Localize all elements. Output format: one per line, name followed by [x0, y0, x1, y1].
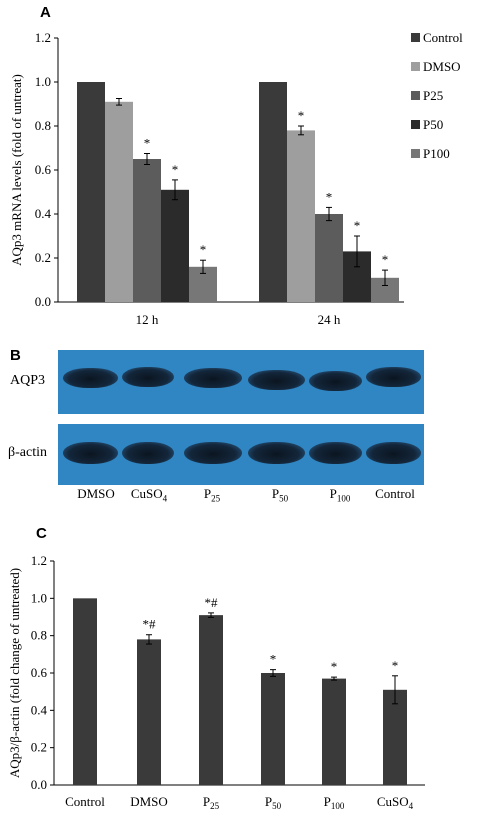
significance-mark: * — [144, 136, 151, 151]
y-tick-label: 0.6 — [31, 665, 48, 680]
blot-band — [184, 368, 242, 388]
significance-mark: * — [382, 252, 389, 267]
legend-swatch-p100 — [411, 149, 420, 158]
blot-row-label-actin: β-actin — [8, 445, 47, 460]
bar-4 — [322, 678, 346, 785]
blot-band — [309, 442, 362, 464]
y-axis-label: AQp3 mRNA levels (fold of untreat) — [9, 74, 24, 266]
significance-mark: *# — [143, 617, 157, 632]
lane-label-sub: 100 — [336, 493, 351, 504]
y-tick-label: 1.0 — [31, 590, 47, 605]
y-tick-label: 0.2 — [31, 740, 47, 755]
bar-1 — [137, 639, 161, 785]
x-category-label: P50 — [265, 794, 282, 811]
blot-lane-label: DMSO — [61, 486, 131, 502]
chart-a: 0.0 0.2 0.4 0.6 0.8 1.0 1.2 AQp3 mRNA levels (f… — [9, 30, 463, 327]
lane-label-sub: 4 — [162, 493, 168, 504]
lane-label-main: CuSO — [130, 486, 163, 501]
lane-label-sub: 25 — [211, 493, 221, 504]
significance-mark: * — [326, 189, 333, 204]
western-blot: AQP3 β-actin DMSO CuSO4 P25 P50 P100 Control — [0, 345, 478, 505]
x-category-label: P25 — [203, 794, 220, 811]
blot-band — [309, 371, 362, 391]
y-tick-label: 0.6 — [35, 162, 52, 177]
lane-label-main: P — [203, 486, 212, 501]
blot-row-label-aqp3: AQP3 — [10, 373, 46, 388]
blot-band — [122, 367, 174, 387]
significance-mark: * — [172, 162, 179, 177]
lane-label-main: P — [329, 486, 337, 501]
lane-label-main: Control — [375, 486, 415, 501]
significance-mark: * — [298, 108, 305, 123]
bar-0 — [73, 598, 97, 785]
blot-lane-label: P100 — [305, 486, 375, 504]
legend-label-dmso: DMSO — [423, 59, 461, 74]
blot-lane-label: CuSO4 — [114, 486, 184, 504]
blot-lane-label: P25 — [177, 486, 247, 504]
blot-band — [366, 367, 421, 387]
panel-c-letter: C — [36, 525, 47, 542]
bar-dmso-0 — [105, 101, 133, 302]
chart-c: 0.0 0.2 0.4 0.6 0.8 1.0 1.2 AQp3/β-actin (fold … — [7, 553, 425, 811]
blot-lane-label: Control — [360, 486, 430, 502]
bar-2 — [199, 615, 223, 785]
blot-band — [248, 442, 305, 464]
significance-mark: * — [270, 652, 277, 667]
significance-mark: * — [354, 218, 361, 233]
blot-band — [122, 442, 174, 464]
y-tick-label: 1.2 — [31, 553, 47, 568]
bar-control-1 — [259, 82, 287, 302]
x-category-label: 12 h — [136, 312, 159, 327]
bar-p25-1 — [315, 214, 343, 302]
bar-p50-0 — [161, 189, 189, 302]
y-tick-label: 0.8 — [35, 118, 51, 133]
aqp3-blot-strip — [58, 350, 424, 414]
x-category-label: 24 h — [318, 312, 341, 327]
lane-label-sub: 50 — [279, 493, 289, 504]
y-tick-label: 0.8 — [31, 628, 47, 643]
x-category-label: P100 — [324, 794, 345, 811]
legend-label-control: Control — [423, 30, 463, 45]
lane-label-main: DMSO — [77, 486, 115, 501]
panel-b-letter: B — [10, 347, 21, 364]
legend-swatch-p25 — [411, 91, 420, 100]
y-tick-label: 1.0 — [35, 74, 51, 89]
y-tick-label: 0.0 — [31, 777, 47, 792]
y-tick-label: 1.2 — [35, 30, 51, 45]
blot-lane-label: P50 — [245, 486, 315, 504]
y-tick-label: 0.2 — [35, 250, 51, 265]
x-category-label: DMSO — [130, 794, 168, 809]
lane-label-main: P — [271, 486, 280, 501]
significance-mark: * — [200, 242, 207, 257]
bar-3 — [261, 673, 285, 785]
y-tick-label: 0.4 — [35, 206, 52, 221]
y-tick-label: 0.0 — [35, 294, 51, 309]
y-tick-label: 0.4 — [31, 702, 48, 717]
significance-mark: * — [331, 659, 338, 674]
significance-mark: *# — [205, 595, 219, 610]
legend-label-p100: P100 — [423, 146, 450, 161]
blot-band — [63, 368, 118, 388]
y-axis-label: AQp3/β-actin (fold change of untreated) — [7, 568, 22, 778]
legend-label-p50: P50 — [423, 117, 443, 132]
blot-band — [63, 442, 118, 464]
bar-control-0 — [77, 82, 105, 302]
x-category-label: CuSO4 — [377, 794, 414, 811]
significance-mark: * — [392, 658, 399, 673]
panel-a-letter: A — [40, 4, 51, 21]
bar-dmso-1 — [287, 130, 315, 302]
legend-swatch-dmso — [411, 62, 420, 71]
bar-p25-0 — [133, 159, 161, 302]
x-category-label: Control — [65, 794, 105, 809]
legend-label-p25: P25 — [423, 88, 443, 103]
legend-swatch-p50 — [411, 120, 420, 129]
legend-swatch-control — [411, 33, 420, 42]
blot-band — [366, 442, 421, 464]
blot-band — [184, 442, 242, 464]
bar-5 — [383, 689, 407, 785]
blot-band — [248, 370, 305, 390]
